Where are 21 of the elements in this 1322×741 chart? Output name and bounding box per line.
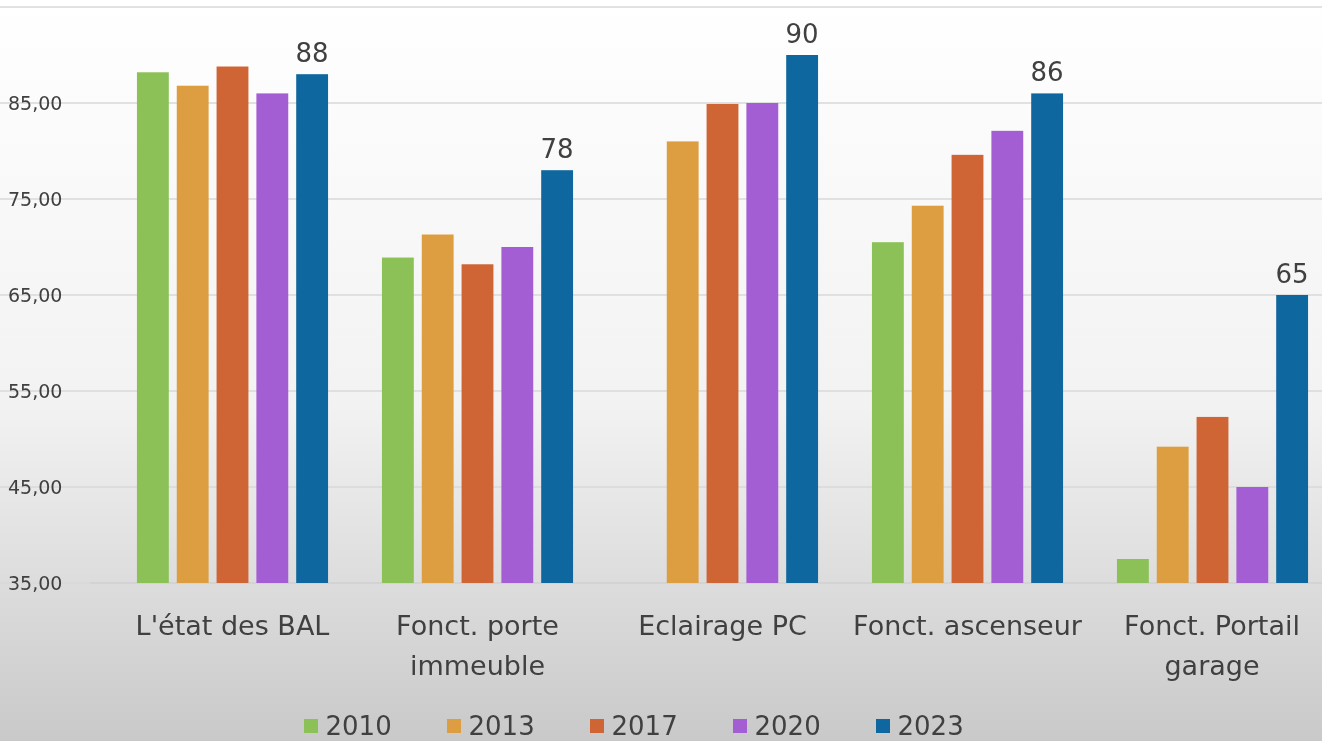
legend-label: 2010	[325, 711, 392, 741]
x-tick-label: Eclairage PC	[637, 609, 808, 643]
y-tick-label: 85,00	[8, 91, 63, 114]
legend-label: 2020	[754, 711, 821, 741]
y-tick-label: 35,00	[8, 571, 63, 594]
y-tick-label: 75,00	[8, 187, 63, 210]
y-tick-label: 65,00	[8, 283, 63, 306]
x-tick-label: L'état des BAL	[134, 609, 331, 643]
data-label: 88	[295, 38, 329, 69]
data-label: 78	[540, 134, 574, 165]
data-label: 90	[785, 19, 819, 49]
legend-label: 2023	[897, 711, 964, 741]
data-label: 86	[1030, 57, 1064, 88]
data-label: 65	[1275, 259, 1309, 289]
x-tick-label: Fonct. ascenseur	[852, 609, 1083, 643]
x-tick-label: Fonct. Portail garage	[1123, 609, 1301, 683]
x-tick-label: Fonct. porte immeuble	[395, 609, 560, 683]
legend-label: 2013	[468, 711, 535, 741]
legend-label: 2017	[611, 711, 678, 741]
y-tick-label: 45,00	[8, 475, 63, 498]
y-tick-label: 55,00	[8, 379, 63, 402]
